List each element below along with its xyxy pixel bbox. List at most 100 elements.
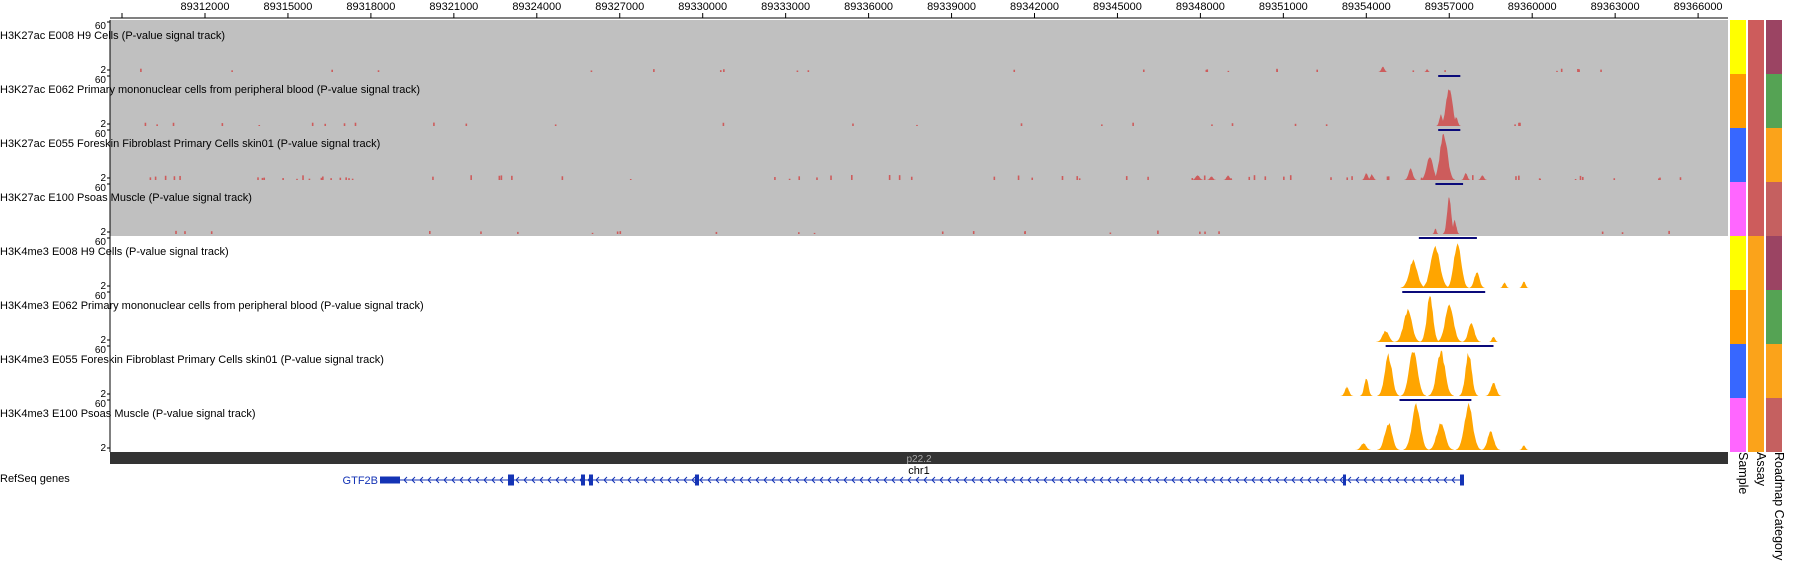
gene-name-label: GTF2B (343, 475, 378, 487)
signal-bar (1109, 232, 1112, 234)
signal-bar (1658, 178, 1660, 180)
gene-strand-arrow (1123, 476, 1128, 484)
track-label[interactable]: H3K4me3 E055 Foreskin Fibroblast Primary… (0, 354, 384, 366)
gene-strand-arrow (1075, 476, 1080, 484)
gene-strand-arrow (763, 476, 768, 484)
gene-strand-arrow (1203, 476, 1208, 484)
signal-bar (1316, 69, 1319, 72)
track-label[interactable]: H3K4me3 E008 H9 Cells (P-value signal tr… (0, 246, 229, 258)
signal-peak (1461, 173, 1471, 180)
gene-strand-arrow (1035, 476, 1040, 484)
signal-peak (1468, 272, 1485, 288)
gene-strand-arrow (1067, 476, 1072, 484)
track-label[interactable]: H3K4me3 E062 Primary mononuclear cells f… (0, 300, 424, 312)
signal-bar (1679, 177, 1682, 180)
gene-strand-arrow (1299, 476, 1304, 484)
ruler-tick-label: 89315000 (263, 1, 312, 13)
gene-strand-arrow (1387, 476, 1392, 484)
signal-bar (1577, 68, 1579, 72)
signal-peak (1376, 330, 1396, 342)
track-label[interactable]: H3K27ac E055 Foreskin Fibroblast Primary… (0, 138, 381, 150)
gene-strand-arrow (1131, 476, 1136, 484)
track-label[interactable]: H3K27ac E062 Primary mononuclear cells f… (0, 84, 421, 96)
gene-strand-arrow (891, 476, 896, 484)
roadmap-category-attribute-cell (1766, 128, 1782, 182)
gene-strand-arrow (995, 476, 1000, 484)
gene-strand-arrow (691, 476, 696, 484)
gene-strand-arrow (1091, 476, 1096, 484)
track-scale-min: 2 (100, 227, 106, 238)
gene-strand-arrow (1355, 476, 1360, 484)
gene-strand-arrow (411, 476, 416, 484)
signal-bar (972, 231, 975, 234)
ruler-tick-label: 89324000 (512, 1, 561, 13)
sample-attribute-cell (1730, 128, 1746, 182)
gene-strand-arrow (683, 476, 688, 484)
signal-peak (1442, 197, 1456, 234)
signal-bar (1574, 178, 1577, 180)
signal-h3k27ac (144, 75, 1521, 126)
signal-clip-marker (1385, 345, 1494, 347)
gene-strand-arrow (1147, 476, 1152, 484)
signal-bar (719, 70, 722, 72)
signal-bar (1253, 175, 1256, 180)
signal-bar (231, 70, 233, 72)
gene-strand-arrow (627, 476, 632, 484)
track-background (110, 290, 1728, 344)
gene-strand-arrow (835, 476, 840, 484)
roadmap-category-column-header[interactable]: Roadmap Category (1772, 452, 1786, 561)
assay-attribute-cell (1748, 236, 1764, 290)
gene-strand-arrow (731, 476, 736, 484)
gene-strand-arrow (1451, 476, 1456, 484)
gene-strand-arrow (603, 476, 608, 484)
signal-bar (282, 178, 284, 180)
gene-exon (581, 474, 585, 486)
assay-column-header[interactable]: Assay (1754, 452, 1768, 487)
gene-strand-arrow (443, 476, 448, 484)
roadmap-category-attribute-cell (1766, 182, 1782, 236)
refseq-track-label[interactable]: RefSeq genes (0, 473, 70, 485)
signal-peak (1378, 66, 1388, 72)
gene-strand-arrow (475, 476, 480, 484)
signal-bar (888, 175, 891, 180)
sample-column-header[interactable]: Sample (1736, 452, 1750, 495)
track-label[interactable]: H3K27ac E100 Psoas Muscle (P-value signa… (0, 192, 252, 204)
signal-peak (1459, 352, 1479, 396)
signal-bar (164, 175, 167, 180)
gene-strand-arrow (1291, 476, 1296, 484)
gene-strand-arrow (915, 476, 920, 484)
track-background (110, 398, 1728, 452)
gene-strand-arrow (1435, 476, 1440, 484)
signal-bar (144, 122, 147, 126)
gene-strand-arrow (1427, 476, 1432, 484)
gene-strand-arrow (419, 476, 424, 484)
assay-attribute-cell (1748, 128, 1764, 182)
roadmap-category-attribute-cell (1766, 74, 1782, 128)
track-scale-min: 2 (100, 389, 106, 400)
signal-clip-marker (1438, 75, 1461, 77)
roadmap-category-attribute-cell (1766, 20, 1782, 74)
gene-strand-arrow (1083, 476, 1088, 484)
track-label[interactable]: H3K4me3 E100 Psoas Muscle (P-value signa… (0, 408, 256, 420)
ruler-tick-label: 89327000 (595, 1, 644, 13)
signal-peak (1361, 173, 1372, 180)
signal-bar (1412, 70, 1415, 72)
signal-bar (629, 178, 632, 180)
signal-bar (261, 177, 264, 180)
signal-bar (429, 230, 431, 234)
signal-bar (377, 70, 380, 72)
gene-strand-arrow (859, 476, 864, 484)
gene-exon (695, 474, 699, 486)
assay-attribute-cell (1748, 344, 1764, 398)
track-label[interactable]: H3K27ac E008 H9 Cells (P-value signal tr… (0, 30, 225, 42)
signal-bar (517, 231, 519, 234)
assay-attribute-cell (1748, 290, 1764, 344)
ruler-tick-label: 89354000 (1342, 1, 1391, 13)
signal-peak (1499, 282, 1510, 288)
ruler-tick-label: 89345000 (1093, 1, 1142, 13)
gene-strand-arrow (667, 476, 672, 484)
signal-bar (830, 175, 832, 180)
signal-bar (311, 122, 314, 126)
signal-peak (1428, 423, 1454, 450)
